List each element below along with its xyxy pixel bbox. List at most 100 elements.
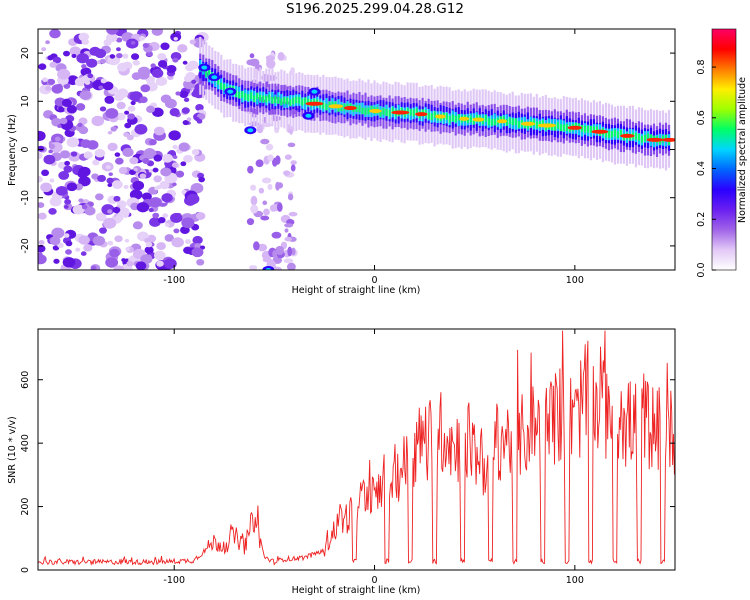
spectrogram-noise-blob bbox=[63, 233, 70, 238]
spectrogram-peak bbox=[328, 104, 343, 109]
spectrogram-noise-blob bbox=[164, 98, 177, 109]
snr-ytick-label: 0 bbox=[20, 567, 31, 573]
spectrogram-noise-blob bbox=[111, 180, 123, 189]
spectrogram-peak bbox=[620, 133, 635, 138]
spectrogram-noise-blob bbox=[124, 238, 130, 243]
spectrogram-noise-blob bbox=[98, 85, 104, 90]
spectrogram-noise-blob bbox=[177, 44, 188, 53]
spectrogram-noise-blob bbox=[274, 155, 281, 165]
spectrogram-noise-blob bbox=[132, 221, 143, 230]
spectrogram-noise-blob bbox=[139, 173, 147, 179]
spectrogram-noise-blob bbox=[102, 81, 114, 91]
spectrogram-noise-blob bbox=[182, 119, 189, 126]
spectrogram-noise-blob bbox=[64, 198, 72, 205]
spectrogram-noise-blob bbox=[43, 154, 56, 165]
snr-ytick-label: 200 bbox=[20, 498, 31, 516]
spectrogram-noise-blob bbox=[166, 64, 177, 74]
spectrogram-noise-blob bbox=[55, 186, 68, 196]
spectrogram-noise-blob bbox=[113, 265, 125, 270]
spectrogram-noise-blob bbox=[173, 228, 180, 234]
colorbar-tick-label: 0.2 bbox=[696, 212, 707, 227]
spectrogram-noise-blob bbox=[159, 180, 170, 190]
spectrogram-noise-blob bbox=[47, 78, 56, 85]
spectrogram-noise-blob bbox=[156, 185, 162, 190]
spectrogram-noise-blob bbox=[99, 227, 107, 234]
spectrogram-noise-blob bbox=[172, 144, 178, 150]
spectrogram-noise-blob bbox=[138, 35, 146, 41]
spectrogram-noise-blob bbox=[133, 167, 138, 172]
spectrogram-noise-blob bbox=[191, 149, 200, 156]
spectrogram-noise-blob bbox=[290, 164, 296, 172]
spectrogram-noise-blob bbox=[81, 204, 88, 210]
spectrogram-noise-blob bbox=[97, 174, 106, 183]
snr-ylabel: SNR (10 * v/v) bbox=[7, 416, 18, 484]
spectrogram-noise-blob bbox=[45, 40, 50, 45]
spectrogram-noise-blob bbox=[57, 124, 62, 129]
spectrogram-noise-blob bbox=[160, 167, 172, 177]
spectrogram-noise-blob bbox=[262, 200, 268, 206]
spectrogram-noise-blob bbox=[47, 55, 54, 61]
spectrogram-noise-blob bbox=[106, 29, 119, 35]
spectrogram-noise-blob bbox=[101, 204, 115, 215]
spectrogram-noise-blob bbox=[118, 166, 128, 175]
spectrogram-noise-blob bbox=[156, 242, 166, 251]
spectrogram-noise-blob bbox=[129, 156, 139, 165]
spectrogram-noise-blob bbox=[198, 176, 206, 183]
spectrogram-heatmap bbox=[38, 29, 675, 270]
spectrogram-noise-blob bbox=[92, 235, 106, 246]
spectrogram-noise-blob bbox=[261, 177, 272, 184]
spectrogram-noise-blob bbox=[157, 52, 167, 61]
spectrogram-noise-blob bbox=[95, 212, 107, 222]
spectrogram-noise-blob bbox=[66, 105, 77, 114]
spectrogram-peak bbox=[305, 101, 324, 106]
spectrogram-noise-blob bbox=[38, 212, 47, 220]
spectrogram-noise-blob bbox=[63, 165, 73, 173]
spectrogram-noise-blob bbox=[146, 105, 155, 113]
spectrogram-noise-blob bbox=[61, 98, 72, 108]
spectrogram-noise-blob bbox=[71, 53, 77, 59]
spectrogram-noise-blob bbox=[151, 29, 163, 36]
spectrogram-noise-blob bbox=[91, 115, 105, 127]
spectrogram-noise-blob bbox=[154, 126, 165, 136]
spectrogram-noise-blob bbox=[257, 243, 268, 252]
spectrogram-noise-blob bbox=[287, 246, 293, 257]
spectrogram-noise-blob bbox=[57, 161, 67, 169]
spectrogram-noise-blob bbox=[70, 151, 78, 157]
spectrogram-noise-blob bbox=[181, 107, 190, 114]
spectrogram-noise-blob bbox=[107, 130, 113, 135]
spectrogram-noise-blob bbox=[152, 212, 160, 219]
spectrogram-peak bbox=[472, 117, 485, 122]
spectrogram-noise-blob bbox=[38, 244, 46, 253]
spectrogram-noise-blob bbox=[130, 40, 136, 45]
spectrogram-noise-blob bbox=[116, 37, 123, 43]
spectrogram-noise-blob bbox=[191, 91, 199, 98]
spectrogram-noise-blob bbox=[58, 171, 70, 180]
spectrogram-noise-blob bbox=[66, 182, 78, 192]
spectrogram-noise-blob bbox=[288, 211, 298, 217]
spectrogram-noise-blob bbox=[139, 96, 148, 104]
spectrogram-noise-blob bbox=[123, 184, 129, 190]
spectrogram-noise-blob bbox=[141, 192, 152, 201]
spectrogram-noise-blob bbox=[162, 213, 169, 219]
spectrogram-noise-blob bbox=[57, 68, 71, 80]
spectrogram-noise-blob bbox=[38, 239, 45, 245]
spectrogram-noise-blob bbox=[249, 53, 255, 59]
spectrogram-noise-blob bbox=[38, 176, 43, 183]
spectrogram-noise-blob bbox=[127, 105, 136, 112]
spectrogram-noise-blob bbox=[284, 154, 292, 160]
spectrogram-noise-blob bbox=[78, 176, 91, 187]
spectrogram-noise-blob bbox=[116, 52, 123, 59]
spectrogram-noise-blob bbox=[114, 152, 121, 157]
spectrogram-noise-blob bbox=[38, 63, 47, 71]
spectrogram-noise-blob bbox=[69, 46, 82, 56]
spectrogram-noise-blob bbox=[122, 53, 129, 59]
spectrogram-peak bbox=[646, 137, 664, 142]
colorbar-label: Normalized spectral amplitude bbox=[737, 77, 748, 223]
spectrogram-noise-blob bbox=[194, 243, 202, 249]
spectrogram-noise-blob bbox=[41, 47, 47, 52]
spectrogram-noise-blob bbox=[129, 91, 143, 102]
spectrogram-noise-blob bbox=[182, 60, 188, 65]
spectrogram-noise-blob bbox=[258, 187, 265, 194]
spectrogram-peak bbox=[567, 125, 583, 130]
